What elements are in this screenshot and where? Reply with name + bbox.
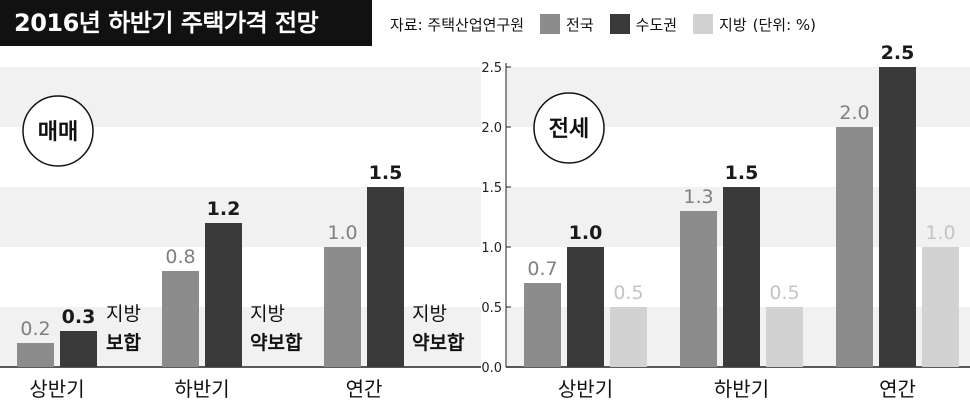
data-label-sale: 1.2 <box>207 198 241 220</box>
legend-swatch-regional <box>693 14 714 34</box>
data-label-sale: 1.5 <box>369 162 403 184</box>
legend-swatch-capital <box>609 14 630 34</box>
panel-title-circle-sale <box>22 95 94 167</box>
data-label-sale: 1.0 <box>327 222 357 244</box>
legend-item-regional: 지방 (단위: %) <box>693 14 816 35</box>
source-text: 자료: 주택산업연구원 <box>390 15 525 34</box>
bar-jeonse-1-1 <box>723 187 760 367</box>
data-label-sale: 0.8 <box>165 246 195 268</box>
bar-jeonse-0-1 <box>567 247 604 367</box>
panel-title-circle-jeonse <box>533 92 605 164</box>
data-label-jeonse: 0.5 <box>769 282 799 304</box>
data-label-jeonse: 1.0 <box>925 222 955 244</box>
bar-sale-0-1 <box>60 331 97 367</box>
bar-jeonse-1-0 <box>680 211 717 367</box>
x-category-label-sale: 상반기 <box>29 377 84 401</box>
data-label-jeonse: 1.0 <box>569 222 603 244</box>
bar-jeonse-0-2 <box>610 307 647 367</box>
legend-label-national: 전국 <box>566 15 594 34</box>
bar-jeonse-2-0 <box>836 127 873 367</box>
y-tick-label: 0.0 <box>481 361 502 376</box>
data-label-sale: 0.3 <box>62 306 96 328</box>
annotation-line2: 보합 <box>106 332 141 354</box>
data-label-jeonse: 0.5 <box>613 282 643 304</box>
x-category-label-jeonse: 상반기 <box>558 377 613 401</box>
y-tick-label: 1.0 <box>481 241 502 256</box>
annotation-line2: 약보합 <box>250 332 303 354</box>
legend-swatch-national <box>540 14 561 34</box>
bar-jeonse-2-1 <box>879 67 916 367</box>
page-title: 2016년 하반기 주택가격 전망 <box>0 0 372 46</box>
panel-title-jeonse: 전세 <box>549 117 589 142</box>
data-label-sale: 0.2 <box>20 318 50 340</box>
bar-sale-2-0 <box>324 247 361 367</box>
x-category-label-jeonse: 하반기 <box>714 377 769 401</box>
bar-jeonse-2-2 <box>922 247 959 367</box>
data-label-jeonse: 1.3 <box>683 186 713 208</box>
bar-sale-1-0 <box>162 271 199 367</box>
bar-jeonse-0-0 <box>524 283 561 367</box>
annotation-line1: 지방 <box>412 303 447 325</box>
bar-jeonse-1-2 <box>766 307 803 367</box>
data-label-jeonse: 0.7 <box>527 258 557 280</box>
annotation-line1: 지방 <box>106 303 141 325</box>
annotation-line2: 약보합 <box>412 332 465 354</box>
source-legend-bar: 자료: 주택산업연구원 전국 수도권 지방 (단위: %) <box>390 12 816 36</box>
y-tick-label: 0.5 <box>481 301 502 316</box>
x-category-label-sale: 연간 <box>346 377 383 401</box>
y-tick-label: 2.5 <box>481 61 502 76</box>
x-category-label-jeonse: 연간 <box>879 377 916 401</box>
bar-sale-0-0 <box>17 343 54 367</box>
legend-item-national: 전국 <box>540 14 594 35</box>
legend-label-regional: 지방 <box>719 15 747 34</box>
y-tick-label: 1.5 <box>481 181 502 196</box>
unit-note: (단위: %) <box>752 15 817 34</box>
legend-label-capital: 수도권 <box>635 15 678 34</box>
legend-item-capital: 수도권 <box>609 14 678 35</box>
y-tick-label: 2.0 <box>481 121 502 136</box>
bar-sale-1-1 <box>205 223 242 367</box>
data-label-jeonse: 2.0 <box>839 102 869 124</box>
data-label-jeonse: 2.5 <box>881 42 915 64</box>
x-category-label-sale: 하반기 <box>174 377 229 401</box>
annotation-line1: 지방 <box>250 303 285 325</box>
panel-title-sale: 매매 <box>38 120 78 145</box>
bar-sale-2-1 <box>367 187 404 367</box>
data-label-jeonse: 1.5 <box>725 162 759 184</box>
